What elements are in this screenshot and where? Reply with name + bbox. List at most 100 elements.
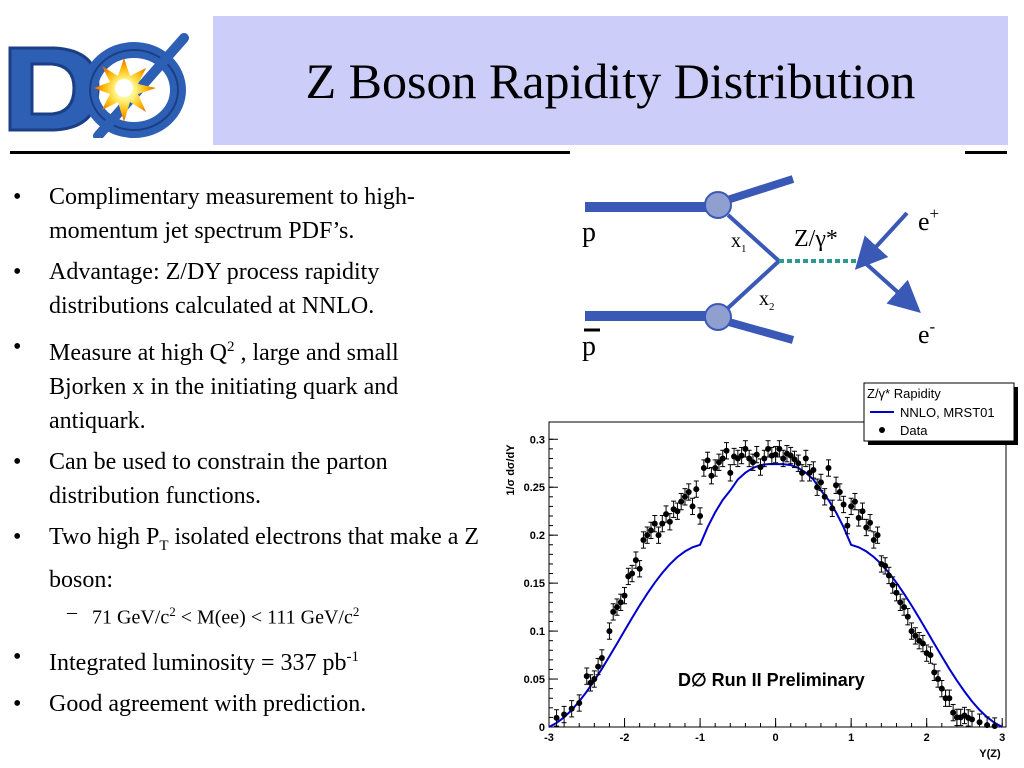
x-axis-label: Y(Z): [979, 748, 1001, 760]
data-point: [908, 628, 915, 635]
data-point: [610, 608, 617, 615]
data-point: [984, 722, 991, 729]
data-point: [753, 451, 760, 458]
data-point: [859, 508, 866, 515]
legend-entry-data: Data: [900, 423, 928, 438]
data-point: [840, 501, 847, 508]
data-point: [651, 520, 658, 527]
x2-label: x2: [759, 288, 775, 313]
data-point: [780, 455, 787, 462]
data-point: [991, 723, 998, 730]
bullet-text: Complimentary measurement to high-moment…: [49, 184, 415, 244]
bullet-marker: •: [13, 334, 22, 360]
feynman-diagram: p p x1 x2 Z/γ* e+ e-: [582, 175, 939, 362]
data-point: [802, 455, 809, 462]
data-point: [836, 489, 843, 496]
bullet-item: • Measure at high Q2 , large and small B…: [10, 330, 480, 438]
axis-ticks: [548, 438, 1003, 728]
antiproton-blob: [704, 303, 732, 331]
data-point: [553, 714, 560, 721]
title-underline-left: [10, 151, 570, 154]
bullet-item: • Advantage: Z/DY process rapidity distr…: [10, 255, 480, 323]
data-point: [867, 519, 874, 526]
bullet-marker: •: [13, 259, 22, 285]
data-point: [700, 465, 707, 472]
data-point: [647, 527, 654, 534]
data-point: [855, 514, 862, 521]
data-point: [576, 700, 583, 707]
data-point: [621, 592, 628, 599]
data-point: [946, 695, 953, 702]
nnlo-curve: [548, 463, 1003, 728]
data-point: [969, 716, 976, 723]
data-point: [591, 676, 598, 683]
title-underline-right: [965, 151, 1007, 154]
bullet-item: • Two high PT isolated electrons that ma…: [10, 520, 480, 597]
superscript: 2: [169, 603, 176, 619]
data-point: [935, 676, 942, 683]
data-point: [617, 599, 624, 606]
data-point: [742, 445, 749, 452]
data-point: [738, 452, 745, 459]
data-point: [931, 669, 938, 676]
data-point: [904, 613, 911, 620]
sub-bullet-marker: –: [67, 600, 77, 623]
bullet-text: Good agreement with prediction.: [49, 691, 367, 718]
data-point: [821, 493, 828, 500]
data-point: [776, 445, 783, 452]
data-point: [678, 498, 685, 505]
y-tick-label: 0.15: [524, 578, 545, 590]
antiquark-line: [726, 259, 781, 310]
title-banner: Z Boson Rapidity Distribution: [213, 16, 1008, 145]
bullet-item: • Integrated luminosity = 337 pb-1: [10, 640, 480, 680]
data-point: [825, 465, 832, 472]
data-point: [761, 455, 768, 462]
data-point: [817, 479, 824, 486]
data-point: [681, 493, 688, 500]
superscript: 2: [352, 603, 360, 619]
bullet-item: • Complimentary measurement to high-mome…: [10, 180, 480, 248]
logo-text: DØ: [6, 30, 8, 31]
tick-labels-layer: -3 -2 -1 0 1 2 3 0 0.05 0.1 0.15 0.2 0.25 0.3: [524, 434, 1006, 744]
chart-legend: Z/γ* Rapidity NNLO, MRST01 Data: [863, 382, 1018, 445]
data-point: [893, 589, 900, 596]
superscript: 2: [226, 339, 235, 355]
data-point: [912, 632, 919, 639]
y-tick-label: 0.1: [530, 626, 545, 638]
data-point: [561, 711, 568, 718]
y-tick-label: 0: [539, 722, 545, 734]
bullet-text-pre: Integrated luminosity = 337 pb: [49, 650, 347, 677]
data-point: [799, 469, 806, 476]
x-tick-label: 0: [773, 732, 779, 744]
bullet-text: Can be used to constrain the parton dist…: [49, 449, 388, 509]
legend-point-swatch: [879, 427, 885, 433]
data-point: [640, 536, 647, 543]
eplus-label: e+: [918, 204, 939, 236]
electron-minus-line: [861, 259, 921, 314]
data-point: [697, 512, 704, 519]
proton-blob: [704, 191, 732, 219]
data-point: [708, 472, 715, 479]
y-axis-label: 1/σ dσ/dY: [505, 444, 517, 496]
data-point: [810, 466, 817, 473]
data-point: [795, 460, 802, 467]
data-point: [693, 486, 700, 493]
x1-label: x1: [731, 230, 747, 255]
x-tick-label: 2: [924, 732, 930, 744]
data-point: [848, 503, 855, 510]
superscript: -1: [346, 649, 360, 666]
data-point: [666, 518, 673, 525]
data-points-layer: [553, 440, 998, 730]
data-point: [655, 532, 662, 539]
data-point: [583, 673, 590, 680]
data-point: [897, 599, 904, 606]
bullet-text-post: isolated electrons that make a Z boson:: [49, 524, 480, 593]
data-point: [882, 562, 889, 569]
data-point: [844, 522, 851, 529]
data-point: [976, 719, 983, 726]
data-point: [889, 582, 896, 589]
data-point: [587, 679, 594, 686]
data-point: [598, 654, 605, 661]
data-point: [704, 457, 711, 464]
dzero-logo: DØ: [6, 30, 189, 138]
